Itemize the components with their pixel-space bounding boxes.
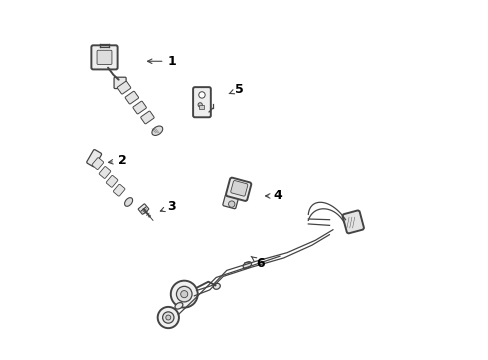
Circle shape xyxy=(198,92,205,98)
Circle shape xyxy=(228,201,234,207)
FancyBboxPatch shape xyxy=(193,87,210,117)
Circle shape xyxy=(165,315,170,320)
Text: 6: 6 xyxy=(251,256,264,270)
Circle shape xyxy=(163,312,174,323)
Ellipse shape xyxy=(243,262,251,269)
Ellipse shape xyxy=(175,302,183,309)
FancyBboxPatch shape xyxy=(91,45,118,69)
FancyBboxPatch shape xyxy=(198,105,203,109)
Text: 5: 5 xyxy=(229,83,243,96)
Ellipse shape xyxy=(152,126,163,135)
Circle shape xyxy=(176,286,192,302)
Text: 3: 3 xyxy=(160,200,176,213)
FancyBboxPatch shape xyxy=(138,204,148,214)
FancyBboxPatch shape xyxy=(117,81,130,94)
FancyBboxPatch shape xyxy=(342,211,363,233)
FancyBboxPatch shape xyxy=(230,181,247,196)
FancyBboxPatch shape xyxy=(106,175,118,187)
FancyBboxPatch shape xyxy=(92,158,103,170)
Circle shape xyxy=(181,291,187,298)
Text: 2: 2 xyxy=(108,154,126,167)
Circle shape xyxy=(198,103,202,107)
Text: 1: 1 xyxy=(147,55,176,68)
FancyBboxPatch shape xyxy=(125,91,138,104)
FancyBboxPatch shape xyxy=(225,177,251,201)
Text: 4: 4 xyxy=(265,189,282,202)
FancyBboxPatch shape xyxy=(223,194,238,209)
Circle shape xyxy=(170,281,197,307)
FancyBboxPatch shape xyxy=(141,111,154,124)
FancyBboxPatch shape xyxy=(113,184,125,196)
FancyBboxPatch shape xyxy=(97,50,112,64)
FancyBboxPatch shape xyxy=(86,150,102,167)
FancyBboxPatch shape xyxy=(99,167,111,179)
FancyBboxPatch shape xyxy=(133,101,146,114)
FancyBboxPatch shape xyxy=(114,77,126,89)
Circle shape xyxy=(157,307,179,328)
Ellipse shape xyxy=(124,198,132,206)
Ellipse shape xyxy=(213,283,220,289)
